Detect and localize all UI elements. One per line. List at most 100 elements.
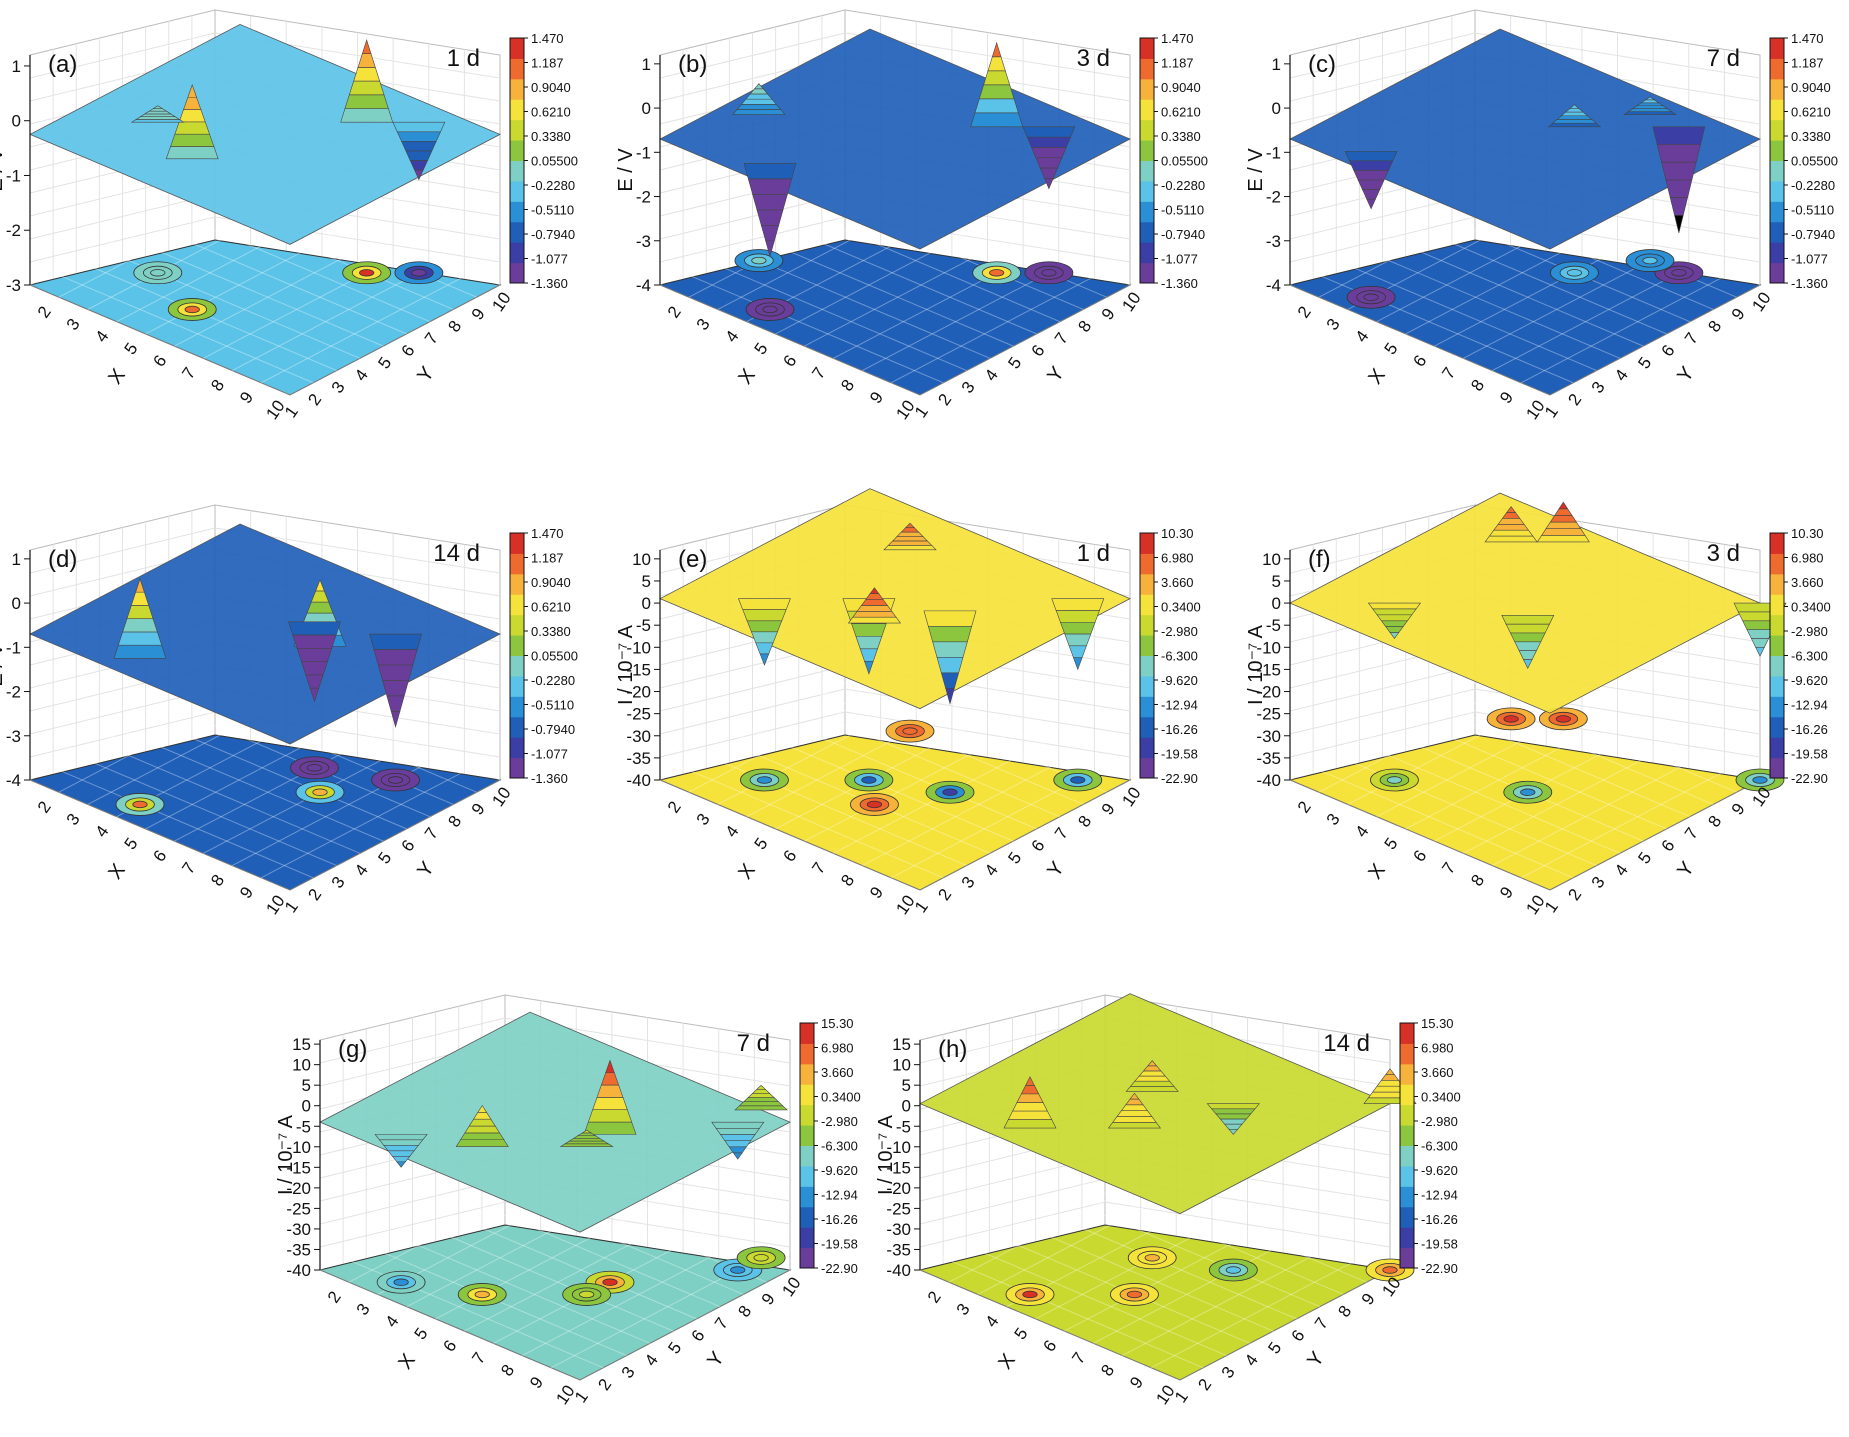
floor-grid bbox=[1083, 1183, 1344, 1295]
x-tick-label: 4 bbox=[722, 327, 743, 346]
surface-feature-0 bbox=[752, 194, 788, 211]
z-tick-label: -40 bbox=[626, 771, 651, 790]
y-tick-label: 9 bbox=[468, 800, 489, 819]
floor-grid bbox=[775, 223, 986, 335]
floor-grid bbox=[1463, 742, 1674, 854]
colorbar-band bbox=[1140, 160, 1154, 182]
colorbar-band bbox=[1140, 757, 1154, 779]
colorbar-band bbox=[800, 1206, 814, 1228]
colorbar-tick-label: 1.187 bbox=[1161, 56, 1194, 71]
surface-feature-2 bbox=[1129, 1080, 1175, 1087]
wall-grid bbox=[319, 1017, 506, 1064]
x-tick-label: 8 bbox=[497, 1361, 518, 1380]
y-tick-label: 5 bbox=[374, 849, 395, 868]
z-tick-label: -25 bbox=[286, 1199, 311, 1218]
x-tick-label: 8 bbox=[1097, 1361, 1118, 1380]
surface-feature-1 bbox=[851, 623, 887, 637]
surface-feature-0 bbox=[113, 644, 167, 659]
colorbar-band bbox=[1140, 594, 1154, 616]
surface-feature-0 bbox=[738, 598, 791, 611]
x-tick-label: 3 bbox=[693, 315, 714, 334]
floor-feature-0 bbox=[474, 1290, 490, 1299]
surface-feature-4 bbox=[715, 1128, 761, 1135]
wall-grid bbox=[1289, 665, 1476, 712]
wall-grid bbox=[659, 665, 846, 712]
y-tick-label: 5 bbox=[1004, 354, 1025, 373]
floor-feature-2 bbox=[1041, 269, 1057, 277]
surface-feature-3 bbox=[740, 98, 777, 105]
floor-grid bbox=[683, 767, 944, 879]
colorbar-band bbox=[1770, 221, 1784, 243]
z-tick-label: -1 bbox=[636, 143, 651, 162]
surface-feature-0 bbox=[1003, 1119, 1057, 1129]
surface-feature-1 bbox=[1522, 659, 1533, 670]
surface-feature-3 bbox=[1497, 518, 1525, 525]
x-tick-label: 3 bbox=[1323, 810, 1344, 829]
colorbar-tick-label: 0.3380 bbox=[531, 624, 571, 639]
x-tick-label: 7 bbox=[1068, 1349, 1089, 1368]
y-tick-label: 3 bbox=[1588, 378, 1609, 397]
colorbar-tick-label: 0.9040 bbox=[1161, 80, 1201, 95]
colorbar-band bbox=[1770, 533, 1784, 554]
surface-feature-3 bbox=[390, 711, 401, 729]
surface-feature-1 bbox=[1505, 623, 1550, 634]
colorbar-tick-label: -9.620 bbox=[821, 1163, 858, 1178]
surface-feature-3 bbox=[1636, 102, 1664, 107]
z-tick-label: 5 bbox=[1272, 572, 1281, 591]
x-axis-title: X bbox=[734, 365, 760, 389]
x-tick-label: 5 bbox=[751, 339, 772, 358]
surface-feature-1 bbox=[1129, 1092, 1140, 1100]
z-tick-label: -1 bbox=[6, 638, 21, 657]
z-tick-label: -5 bbox=[1266, 616, 1281, 635]
wall-grid bbox=[29, 711, 216, 758]
colorbar-tick-label: -0.7940 bbox=[531, 227, 575, 242]
surface-feature-1 bbox=[1652, 126, 1706, 145]
floor-grid bbox=[289, 284, 501, 396]
surface-feature-2 bbox=[1556, 115, 1593, 120]
floor-grid bbox=[890, 272, 1102, 384]
colorbar-band bbox=[1770, 201, 1784, 223]
x-tick-label: 2 bbox=[924, 1288, 945, 1307]
surface-feature-2 bbox=[563, 1140, 610, 1145]
surface-feature-0 bbox=[477, 1104, 488, 1113]
floor-grid bbox=[1520, 767, 1732, 879]
floor-grid bbox=[145, 718, 356, 830]
surface-feature-4 bbox=[1219, 1118, 1247, 1125]
y-tick-label: 7 bbox=[1681, 329, 1702, 348]
surface-feature-2 bbox=[1746, 629, 1774, 639]
colorbar-band bbox=[1140, 696, 1154, 718]
floor-feature-3 bbox=[150, 269, 166, 277]
z-tick-label: -1 bbox=[1266, 143, 1281, 162]
y-tick-label: 8 bbox=[1074, 317, 1095, 336]
surface-feature-2 bbox=[1022, 126, 1076, 138]
wall-grid bbox=[1104, 1201, 1391, 1248]
y-tick-label: 1 bbox=[1171, 1388, 1192, 1407]
colorbar-tick-label: -16.26 bbox=[1161, 722, 1198, 737]
floor-grid bbox=[1549, 779, 1761, 891]
x-tick-label: 2 bbox=[34, 303, 55, 322]
z-tick-label: -20 bbox=[886, 1179, 911, 1198]
colorbar-band bbox=[1140, 553, 1154, 575]
floor-grid bbox=[169, 211, 431, 323]
colorbar-tick-label: -6.300 bbox=[1791, 649, 1828, 664]
surface-feature-1 bbox=[1661, 161, 1697, 181]
floor-grid bbox=[823, 693, 1084, 805]
surface-feature-3 bbox=[143, 110, 172, 115]
y-tick-label: 4 bbox=[981, 861, 1002, 880]
colorbar-band bbox=[1770, 140, 1784, 161]
y-tick-label: 7 bbox=[421, 824, 442, 843]
floor-feature-2 bbox=[411, 269, 427, 277]
z-tick-label: 1 bbox=[12, 57, 21, 76]
floor-feature-3 bbox=[1070, 776, 1086, 784]
z-tick-label: 10 bbox=[292, 1056, 311, 1075]
floor-feature-5 bbox=[902, 727, 918, 735]
floor-grid bbox=[413, 1220, 674, 1332]
colorbar-band bbox=[1770, 242, 1784, 264]
surface-feature-3 bbox=[135, 116, 181, 120]
y-tick-label: 2 bbox=[594, 1375, 615, 1394]
surface-feature-1 bbox=[970, 112, 1024, 128]
wall-grid bbox=[1289, 216, 1476, 263]
colorbar-tick-label: -1.077 bbox=[531, 252, 568, 267]
